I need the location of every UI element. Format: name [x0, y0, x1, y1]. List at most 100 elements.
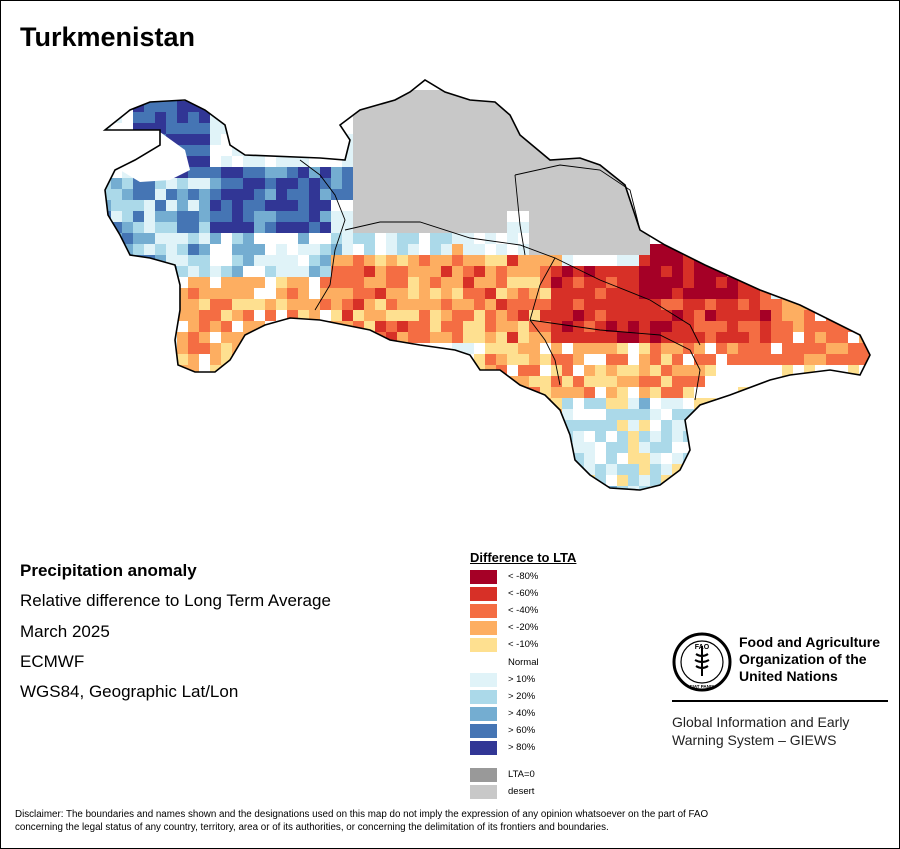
grid-cell — [738, 398, 749, 409]
grid-cell — [309, 90, 320, 101]
grid-cell — [639, 178, 650, 189]
grid-cell — [166, 354, 177, 365]
grid-cell — [738, 156, 749, 167]
grid-cell — [485, 178, 496, 189]
grid-cell — [474, 112, 485, 123]
grid-cell — [595, 332, 606, 343]
grid-cell — [870, 134, 881, 145]
grid-cell — [683, 310, 694, 321]
grid-cell — [540, 420, 551, 431]
grid-cell — [859, 409, 870, 420]
grid-cell — [782, 387, 793, 398]
grid-cell — [661, 442, 672, 453]
grid-cell — [331, 442, 342, 453]
grid-cell — [265, 233, 276, 244]
giews-line1: Global Information and Early — [672, 714, 850, 730]
grid-cell — [496, 332, 507, 343]
grid-cell — [353, 343, 364, 354]
grid-cell — [705, 101, 716, 112]
grid-cell — [584, 134, 595, 145]
grid-cell — [639, 409, 650, 420]
grid-cell — [408, 178, 419, 189]
grid-cell — [551, 453, 562, 464]
grid-cell — [408, 90, 419, 101]
grid-cell — [727, 222, 738, 233]
grid-cell — [793, 255, 804, 266]
grid-cell — [793, 332, 804, 343]
grid-cell — [584, 266, 595, 277]
grid-cell — [474, 343, 485, 354]
grid-cell — [716, 431, 727, 442]
grid-cell — [672, 288, 683, 299]
grid-cell — [716, 233, 727, 244]
grid-cell — [485, 486, 496, 490]
grid-cell — [815, 178, 826, 189]
grid-cell — [105, 486, 111, 490]
grid-cell — [859, 387, 870, 398]
grid-cell — [485, 299, 496, 310]
grid-cell — [705, 387, 716, 398]
grid-cell — [243, 178, 254, 189]
grid-cell — [331, 343, 342, 354]
grid-cell — [430, 112, 441, 123]
grid-cell — [133, 123, 144, 134]
grid-cell — [606, 90, 617, 101]
grid-cell — [375, 266, 386, 277]
grid-cell — [870, 431, 881, 442]
grid-cell — [870, 266, 881, 277]
grid-cell — [749, 244, 760, 255]
grid-cell — [430, 101, 441, 112]
grid-cell — [683, 255, 694, 266]
grid-cell — [595, 233, 606, 244]
grid-cell — [298, 156, 309, 167]
grid-cell — [826, 178, 837, 189]
grid-cell — [298, 90, 309, 101]
grid-cell — [210, 101, 221, 112]
grid-cell — [144, 387, 155, 398]
grid-cell — [848, 211, 859, 222]
grid-cell — [595, 211, 606, 222]
grid-cell — [298, 211, 309, 222]
grid-cell — [452, 321, 463, 332]
grid-cell — [650, 343, 661, 354]
grid-cell — [848, 354, 859, 365]
grid-cell — [507, 90, 518, 101]
grid-cell — [584, 321, 595, 332]
grid-cell — [221, 167, 232, 178]
grid-cell — [694, 145, 705, 156]
grid-cell — [672, 299, 683, 310]
disclaimer-line1: Disclaimer: The boundaries and names sho… — [15, 809, 709, 820]
grid-cell — [210, 310, 221, 321]
grid-cell — [485, 442, 496, 453]
grid-cell — [551, 387, 562, 398]
grid-cell — [254, 321, 265, 332]
grid-cell — [496, 90, 507, 101]
grid-cell — [760, 310, 771, 321]
grid-cell — [705, 200, 716, 211]
grid-cell — [749, 365, 760, 376]
grid-cell — [628, 310, 639, 321]
grid-cell — [105, 409, 111, 420]
grid-cell — [716, 123, 727, 134]
grid-cell — [133, 486, 144, 490]
grid-cell — [221, 156, 232, 167]
grid-cell — [628, 376, 639, 387]
grid-cell — [331, 431, 342, 442]
grid-cell — [518, 222, 529, 233]
grid-cell — [287, 409, 298, 420]
grid-cell — [606, 288, 617, 299]
grid-cell — [419, 222, 430, 233]
grid-cell — [661, 376, 672, 387]
grid-cell — [430, 409, 441, 420]
grid-cell — [760, 409, 771, 420]
grid-cell — [529, 354, 540, 365]
grid-cell — [716, 321, 727, 332]
grid-cell — [419, 200, 430, 211]
grid-cell — [243, 255, 254, 266]
grid-cell — [155, 310, 166, 321]
grid-cell — [287, 178, 298, 189]
grid-cell — [221, 200, 232, 211]
grid-cell — [672, 332, 683, 343]
grid-cell — [793, 409, 804, 420]
grid-cell — [155, 189, 166, 200]
